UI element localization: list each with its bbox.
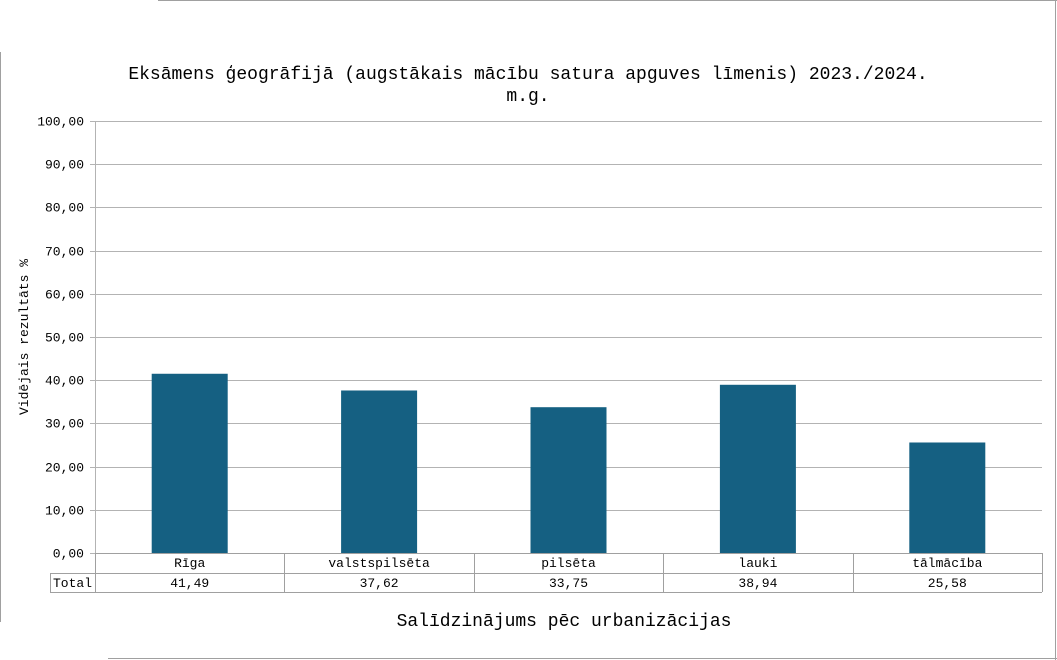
frame-right-line [1055, 0, 1056, 660]
frame-top-line [158, 0, 1057, 1]
y-tick-label: 40,00 [45, 374, 84, 389]
y-axis-label: Vidējais rezultāts % [17, 259, 32, 415]
table-value-label: 33,75 [549, 576, 588, 591]
y-tick-label: 30,00 [45, 417, 84, 432]
table-category-label: Rīga [174, 556, 205, 571]
table-value-label: 41,49 [170, 576, 209, 591]
bars [151, 373, 986, 553]
chart-title-line-2: m.g. [506, 87, 549, 107]
y-tick-label: 60,00 [45, 288, 84, 303]
table-category-label: tālmācība [912, 556, 982, 571]
x-axis-label: Salīdzinājums pēc urbanizācijas [397, 612, 732, 632]
frame-left-line [0, 52, 1, 622]
table-category-label: lauki [738, 556, 777, 571]
y-tick-label: 50,00 [45, 331, 84, 346]
y-tick-label: 100,00 [37, 115, 84, 130]
y-tick-labels: 0,00 10,00 20,00 30,00 40,00 50,00 60,00 70,00 8… [37, 115, 84, 562]
frame-bottom-line [108, 658, 1057, 659]
table-value-label: 37,62 [360, 576, 399, 591]
bar-3 [719, 384, 796, 553]
y-tick-label: 70,00 [45, 245, 84, 260]
bar-1 [341, 390, 418, 553]
y-tick-label: 90,00 [45, 158, 84, 173]
table-value-label: 38,94 [738, 576, 777, 591]
y-tick-label: 80,00 [45, 201, 84, 216]
y-tick-label: 10,00 [45, 504, 84, 519]
table-value-label: 25,58 [928, 576, 967, 591]
table-category-label: pilsēta [541, 556, 596, 571]
chart-title-line-1: Eksāmens ģeogrāfijā (augstākais mācību s… [128, 65, 927, 85]
bar-2 [530, 407, 607, 553]
y-tick-label: 0,00 [53, 547, 84, 562]
y-gridlines [90, 121, 1042, 554]
bar-4 [909, 442, 986, 553]
table-category-label: valstspilsēta [328, 556, 430, 571]
y-tick-label: 20,00 [45, 461, 84, 476]
data-table: Rīga 41,49 valstspilsēta 37,62 pilsēta 33,75 l… [50, 553, 1043, 593]
bar-0 [151, 373, 228, 553]
table-series-label: Total [53, 576, 92, 591]
